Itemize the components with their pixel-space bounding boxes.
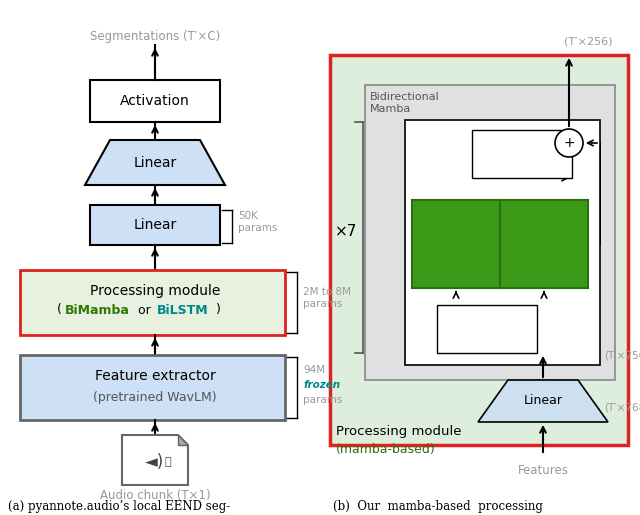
Text: or: or: [134, 303, 155, 317]
Text: Linear: Linear: [133, 218, 177, 232]
Text: +: +: [563, 136, 575, 150]
Bar: [437, 305, 537, 353]
Text: ◄): ◄): [145, 453, 164, 471]
Text: Mamba
block: Mamba block: [429, 230, 483, 258]
Bar: [330, 55, 628, 445]
Text: Audio chunk (T×1): Audio chunk (T×1): [100, 489, 211, 502]
Bar: [90, 80, 220, 122]
Text: Flip time
dimension: Flip time dimension: [493, 143, 551, 165]
Text: Activation: Activation: [120, 94, 190, 108]
Bar: [365, 85, 615, 380]
Polygon shape: [122, 435, 188, 485]
Text: (a) pyannote.audio’s local EEND seg-
mentation model architecture.: (a) pyannote.audio’s local EEND seg- men…: [8, 500, 230, 515]
Text: 50K
params: 50K params: [238, 211, 277, 233]
Polygon shape: [178, 435, 188, 445]
Text: (T′×256): (T′×256): [564, 37, 612, 47]
Text: BiMamba: BiMamba: [65, 303, 130, 317]
Text: Processing module: Processing module: [90, 284, 220, 298]
Text: (pretrained WavLM): (pretrained WavLM): [93, 390, 217, 403]
Text: Flip time
dimension: Flip time dimension: [458, 318, 516, 340]
Text: Segmentations (T′×C): Segmentations (T′×C): [90, 30, 220, 43]
Bar: [20, 355, 285, 420]
Text: (mamba-based): (mamba-based): [336, 443, 436, 456]
Circle shape: [555, 129, 583, 157]
Text: (: (: [57, 303, 62, 317]
Bar: [472, 130, 572, 178]
Text: BiLSTM: BiLSTM: [157, 303, 209, 317]
Text: Linear: Linear: [133, 156, 177, 170]
Text: 94M: 94M: [303, 365, 325, 375]
Text: Bidirectional
Mamba: Bidirectional Mamba: [370, 92, 440, 114]
Bar: [20, 270, 285, 335]
Bar: [500, 200, 588, 288]
Text: params: params: [303, 395, 342, 405]
Bar: [412, 200, 500, 288]
Text: ×7: ×7: [335, 225, 357, 239]
Text: Features: Features: [518, 464, 568, 476]
Text: Mamba
block: Mamba block: [516, 230, 572, 258]
Text: ⦾: ⦾: [164, 457, 172, 467]
Text: 2M to 8M
params: 2M to 8M params: [303, 287, 351, 309]
Text: Linear: Linear: [524, 394, 563, 407]
Text: (T′×256): (T′×256): [604, 351, 640, 361]
Text: (T′×768): (T′×768): [604, 403, 640, 413]
Bar: [405, 120, 600, 365]
Text: Feature extractor: Feature extractor: [95, 369, 216, 383]
Polygon shape: [478, 380, 608, 422]
Text: (b)  Our  mamba-based  processing
module for the EEND model.: (b) Our mamba-based processing module fo…: [333, 500, 543, 515]
Text: ): ): [216, 303, 221, 317]
Polygon shape: [85, 140, 225, 185]
Bar: [90, 205, 220, 245]
Text: frozen: frozen: [303, 380, 340, 390]
Text: Processing module: Processing module: [336, 425, 461, 438]
